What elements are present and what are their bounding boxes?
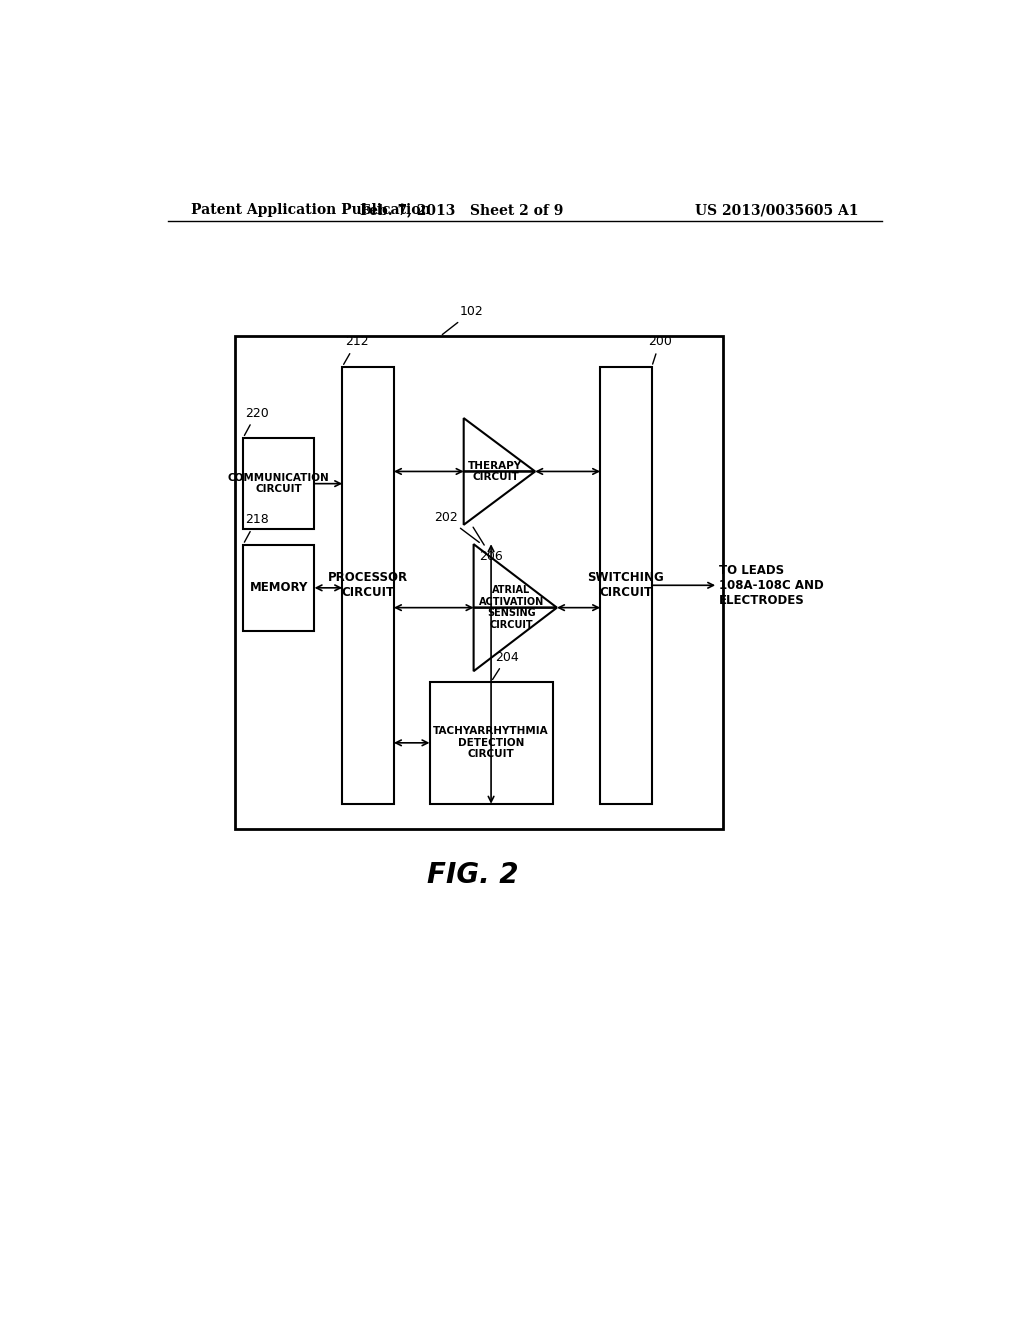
Text: 218: 218 xyxy=(245,513,268,543)
Text: ATRIAL
ACTIVATION
SENSING
CIRCUIT: ATRIAL ACTIVATION SENSING CIRCUIT xyxy=(478,585,544,630)
Text: TACHYARRHYTHMIA
DETECTION
CIRCUIT: TACHYARRHYTHMIA DETECTION CIRCUIT xyxy=(433,726,549,759)
Text: 202: 202 xyxy=(434,511,479,543)
Bar xyxy=(243,438,314,529)
Bar xyxy=(243,545,314,631)
Text: 102: 102 xyxy=(442,305,483,334)
Text: SWITCHING
CIRCUIT: SWITCHING CIRCUIT xyxy=(588,572,665,599)
Text: 204: 204 xyxy=(493,651,519,680)
Text: 212: 212 xyxy=(344,335,369,364)
Text: US 2013/0035605 A1: US 2013/0035605 A1 xyxy=(694,203,858,216)
Text: PROCESSOR
CIRCUIT: PROCESSOR CIRCUIT xyxy=(328,572,409,599)
Text: COMMUNICATION
CIRCUIT: COMMUNICATION CIRCUIT xyxy=(228,473,330,495)
Bar xyxy=(236,337,723,829)
Text: 220: 220 xyxy=(245,407,268,436)
Text: Feb. 7, 2013   Sheet 2 of 9: Feb. 7, 2013 Sheet 2 of 9 xyxy=(359,203,563,216)
Bar xyxy=(600,367,651,804)
Text: 200: 200 xyxy=(648,335,672,364)
Text: MEMORY: MEMORY xyxy=(250,581,308,594)
Text: FIG. 2: FIG. 2 xyxy=(427,861,519,888)
Text: 206: 206 xyxy=(473,527,504,564)
Text: TO LEADS
108A-108C AND
ELECTRODES: TO LEADS 108A-108C AND ELECTRODES xyxy=(719,564,824,607)
Bar xyxy=(342,367,394,804)
Text: Patent Application Publication: Patent Application Publication xyxy=(191,203,431,216)
Text: THERAPY
CIRCUIT: THERAPY CIRCUIT xyxy=(468,461,522,482)
Bar xyxy=(430,682,553,804)
